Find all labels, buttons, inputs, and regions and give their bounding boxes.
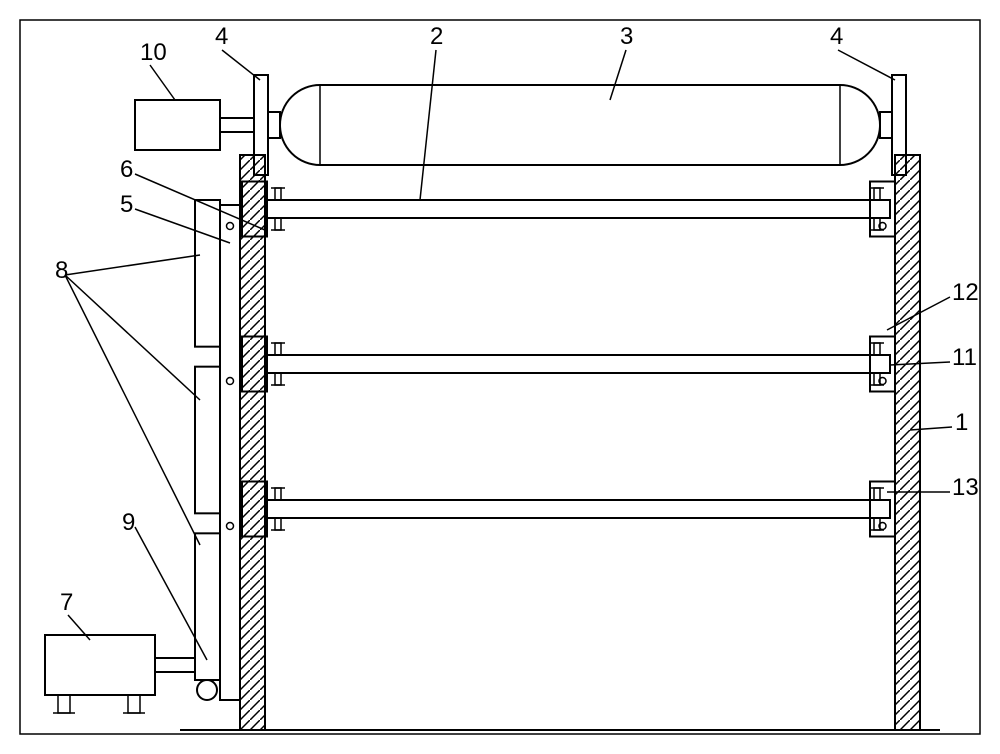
callout-label-2: 2 [430,23,443,50]
callout-label-13: 13 [952,474,979,501]
callout-label-12: 12 [952,279,979,306]
callout-label-9: 9 [122,509,135,536]
callout-label-8: 8 [55,257,68,284]
callout-label-11: 11 [952,344,977,371]
callout-label-7: 7 [60,589,73,616]
callout-label-10: 10 [140,39,167,66]
callout-label-6: 6 [120,156,133,183]
callout-label-1: 1 [955,409,968,436]
callout-label-4: 4 [215,23,228,50]
callout-label-5: 5 [120,191,133,218]
callout-label-4: 4 [830,23,843,50]
callout-label-3: 3 [620,23,633,50]
